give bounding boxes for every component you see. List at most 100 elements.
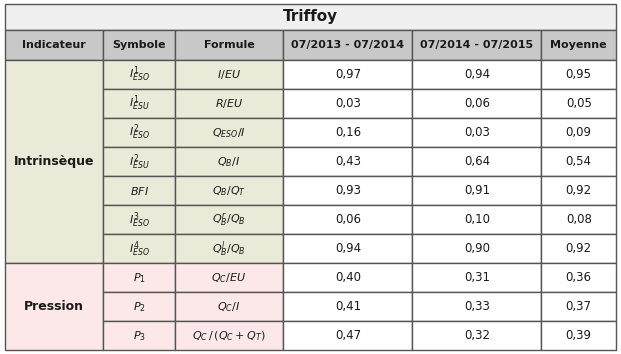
Text: Triffoy: Triffoy <box>283 9 338 24</box>
Bar <box>175 292 283 321</box>
Bar <box>175 30 283 60</box>
Bar <box>412 263 542 292</box>
Bar <box>104 118 175 147</box>
Text: $\mathit{P}_{1}$: $\mathit{P}_{1}$ <box>133 271 145 285</box>
Text: $Q_B/Q_T$: $Q_B/Q_T$ <box>212 184 246 198</box>
Text: 0,91: 0,91 <box>464 184 490 197</box>
Text: 0,92: 0,92 <box>566 184 592 197</box>
Text: 0,03: 0,03 <box>464 126 490 139</box>
Bar <box>412 205 542 234</box>
Bar <box>283 292 412 321</box>
Bar <box>542 89 616 118</box>
Text: $Q_B^r/Q_B$: $Q_B^r/Q_B$ <box>212 212 246 228</box>
Bar <box>412 89 542 118</box>
Text: $Q_{ESO}/I$: $Q_{ESO}/I$ <box>212 126 246 139</box>
Text: 0,09: 0,09 <box>566 126 592 139</box>
Text: 0,16: 0,16 <box>335 126 361 139</box>
Text: $\mathit{I}^{3}_{ESO}$: $\mathit{I}^{3}_{ESO}$ <box>129 210 150 230</box>
Bar <box>175 89 283 118</box>
Bar <box>175 205 283 234</box>
Text: 0,36: 0,36 <box>566 272 592 284</box>
Text: 0,39: 0,39 <box>566 330 592 342</box>
Bar <box>542 118 616 147</box>
Text: 0,54: 0,54 <box>566 155 592 168</box>
Text: Indicateur: Indicateur <box>22 40 86 50</box>
Bar <box>542 60 616 89</box>
Text: 0,47: 0,47 <box>335 330 361 342</box>
Bar <box>104 321 175 350</box>
Bar <box>104 205 175 234</box>
Text: Symbole: Symbole <box>112 40 166 50</box>
Bar <box>104 176 175 205</box>
Bar <box>283 321 412 350</box>
Bar <box>175 321 283 350</box>
Bar <box>283 176 412 205</box>
Text: $Q_C/EU$: $Q_C/EU$ <box>211 271 247 285</box>
Text: $I/EU$: $I/EU$ <box>217 68 241 81</box>
Text: $BFI$: $BFI$ <box>130 185 148 197</box>
Text: 0,10: 0,10 <box>464 213 490 226</box>
Bar <box>175 234 283 263</box>
Text: 0,97: 0,97 <box>335 68 361 81</box>
Bar <box>175 147 283 176</box>
Text: 0,94: 0,94 <box>335 242 361 255</box>
Bar <box>542 263 616 292</box>
Bar <box>283 30 412 60</box>
Bar <box>104 292 175 321</box>
Text: $R/EU$: $R/EU$ <box>215 97 243 110</box>
Text: 0,05: 0,05 <box>566 97 592 110</box>
Text: 0,40: 0,40 <box>335 272 361 284</box>
Bar <box>542 30 616 60</box>
Text: 0,06: 0,06 <box>464 97 490 110</box>
Bar <box>5 4 616 30</box>
Text: 0,43: 0,43 <box>335 155 361 168</box>
Text: Pression: Pression <box>24 301 84 313</box>
Bar <box>542 321 616 350</box>
Bar <box>283 89 412 118</box>
Text: 07/2013 - 07/2014: 07/2013 - 07/2014 <box>291 40 404 50</box>
Text: 0,41: 0,41 <box>335 301 361 313</box>
Bar <box>175 263 283 292</box>
Text: $Q_C/I$: $Q_C/I$ <box>217 300 241 314</box>
Text: 0,92: 0,92 <box>566 242 592 255</box>
Text: $Q_C\,/\,(Q_C+Q_T)$: $Q_C\,/\,(Q_C+Q_T)$ <box>193 329 266 343</box>
Bar <box>104 60 175 89</box>
Text: $Q_B^l/Q_B$: $Q_B^l/Q_B$ <box>212 239 246 259</box>
Bar <box>104 263 175 292</box>
Bar <box>175 176 283 205</box>
Bar <box>283 60 412 89</box>
Text: 0,31: 0,31 <box>464 272 490 284</box>
Bar <box>542 176 616 205</box>
Text: 0,64: 0,64 <box>464 155 490 168</box>
Text: Intrinsèque: Intrinsèque <box>14 155 94 168</box>
Text: 0,33: 0,33 <box>464 301 490 313</box>
Bar <box>412 176 542 205</box>
Text: $\mathit{P}_{3}$: $\mathit{P}_{3}$ <box>132 329 145 343</box>
Bar <box>412 321 542 350</box>
Text: 0,90: 0,90 <box>464 242 490 255</box>
Bar <box>412 118 542 147</box>
Bar <box>283 118 412 147</box>
Bar <box>412 234 542 263</box>
Bar <box>283 263 412 292</box>
Text: 0,94: 0,94 <box>464 68 490 81</box>
Text: $\mathit{P}_{2}$: $\mathit{P}_{2}$ <box>133 300 145 314</box>
Bar <box>412 147 542 176</box>
Text: $\mathit{I}^{4}_{ESO}$: $\mathit{I}^{4}_{ESO}$ <box>129 239 150 259</box>
Text: 0,08: 0,08 <box>566 213 592 226</box>
Bar <box>542 234 616 263</box>
Text: 0,32: 0,32 <box>464 330 490 342</box>
Text: $Q_B/I$: $Q_B/I$ <box>217 155 240 169</box>
Text: 07/2014 - 07/2015: 07/2014 - 07/2015 <box>420 40 533 50</box>
Bar <box>412 30 542 60</box>
Text: 0,95: 0,95 <box>566 68 592 81</box>
Bar <box>175 60 283 89</box>
Bar <box>104 234 175 263</box>
Text: Formule: Formule <box>204 40 255 50</box>
Text: $\mathit{I}^{2}_{ESU}$: $\mathit{I}^{2}_{ESU}$ <box>129 152 150 172</box>
Bar <box>5 30 104 60</box>
Bar <box>104 89 175 118</box>
Text: $\mathit{I}^{2}_{ESO}$: $\mathit{I}^{2}_{ESO}$ <box>129 123 150 142</box>
Bar <box>175 118 283 147</box>
Text: $\mathit{I}^{1}_{ESO}$: $\mathit{I}^{1}_{ESO}$ <box>129 65 150 84</box>
